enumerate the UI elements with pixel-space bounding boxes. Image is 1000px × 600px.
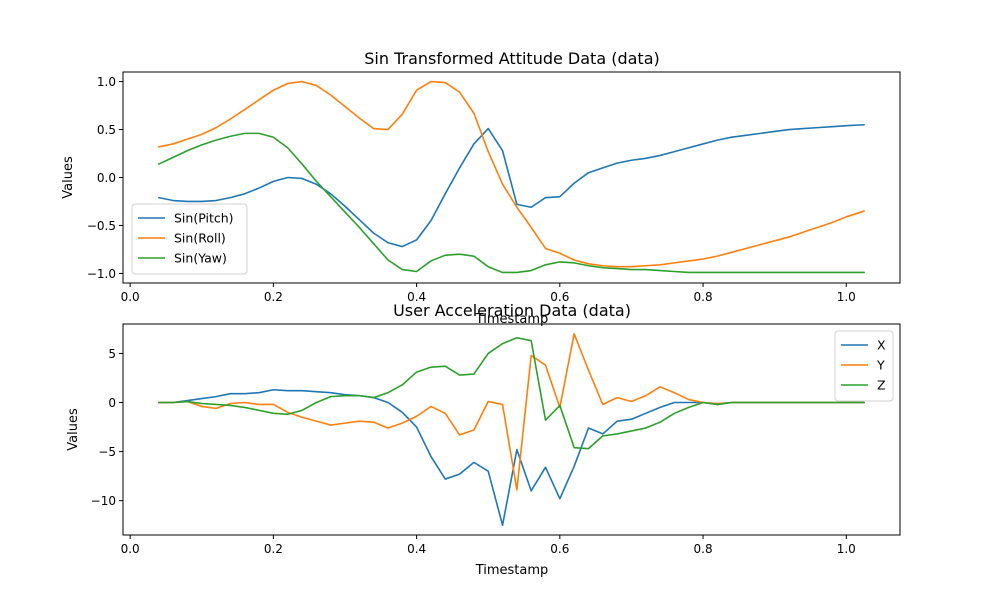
y-tick-label: 0 <box>108 396 116 410</box>
series-line-sin-roll <box>158 80 865 268</box>
x-tick-label: 0.4 <box>407 542 426 556</box>
x-tick-label: 1.0 <box>837 542 856 556</box>
x-tick-label: 0.0 <box>121 290 140 304</box>
chart-title: Sin Transformed Attitude Data (data) <box>364 49 659 68</box>
y-axis-label: Values <box>66 408 81 451</box>
attitude-chart: Sin Transformed Attitude Data (data) 0.0… <box>61 49 901 327</box>
x-tick-label: 1.0 <box>837 290 856 304</box>
legend-entry: Y <box>876 358 885 373</box>
series-line-z <box>158 336 865 450</box>
legend: XYZ <box>834 330 894 402</box>
legend-entry: Sin(Roll) <box>174 231 226 246</box>
y-tick-label: 0.0 <box>97 171 116 185</box>
x-tick-label: 0.2 <box>264 290 283 304</box>
y-tick-label: 0.5 <box>97 123 116 137</box>
y-tick-label: −0.5 <box>87 219 116 233</box>
legend: Sin(Pitch) Sin(Roll) Sin(Yaw) <box>131 203 248 275</box>
x-tick-label: 0.0 <box>121 542 140 556</box>
series-line-sin-pitch <box>158 123 865 248</box>
y-tick-label: −1.0 <box>87 267 116 281</box>
series-line-sin-yaw <box>158 132 865 274</box>
y-tick-label: 1.0 <box>97 75 116 89</box>
legend-entry: Z <box>877 378 886 393</box>
y-tick-label: −10 <box>91 494 116 508</box>
y-tick-label: −5 <box>98 445 116 459</box>
x-tick-label: 0.8 <box>694 542 713 556</box>
x-tick-label: 0.6 <box>550 290 569 304</box>
plot-frame <box>122 323 901 536</box>
x-tick-label: 0.8 <box>694 290 713 304</box>
acceleration-chart: User Acceleration Data (data) 0.0 0.2 0.4 0… <box>66 301 901 578</box>
legend-entry: Sin(Pitch) <box>174 211 234 226</box>
legend-entry: Sin(Yaw) <box>174 251 227 266</box>
x-axis-label: Timestamp <box>475 312 549 327</box>
x-axis-label: Timestamp <box>475 563 549 578</box>
legend-frame <box>834 330 894 402</box>
x-tick-label: 0.6 <box>550 542 569 556</box>
legend-entry: X <box>877 338 886 353</box>
y-tick-label: 5 <box>108 347 116 361</box>
chart-title: User Acceleration Data (data) <box>393 301 631 320</box>
x-tick-label: 0.4 <box>407 290 426 304</box>
y-axis-label: Values <box>61 156 76 199</box>
x-tick-label: 0.2 <box>264 542 283 556</box>
legend-frame <box>131 203 248 275</box>
